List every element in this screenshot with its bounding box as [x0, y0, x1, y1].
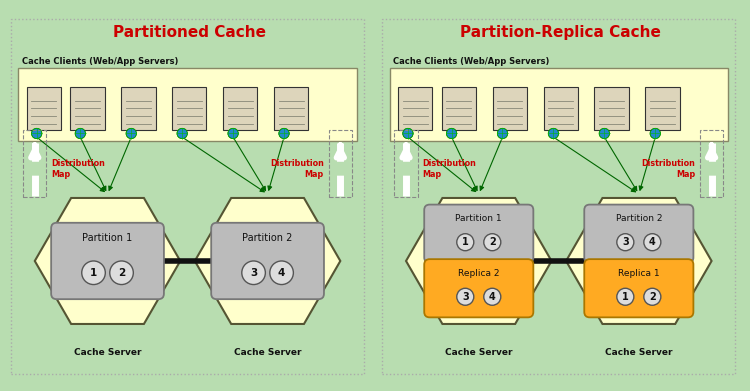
- Circle shape: [599, 128, 610, 139]
- Text: 4: 4: [278, 268, 285, 278]
- Circle shape: [279, 128, 290, 139]
- Circle shape: [446, 128, 457, 139]
- Circle shape: [548, 128, 559, 139]
- Text: Replica 2: Replica 2: [458, 269, 500, 278]
- FancyBboxPatch shape: [595, 88, 628, 130]
- FancyBboxPatch shape: [584, 204, 694, 263]
- FancyBboxPatch shape: [70, 88, 104, 130]
- FancyBboxPatch shape: [398, 88, 432, 130]
- FancyBboxPatch shape: [274, 88, 308, 130]
- Circle shape: [228, 128, 238, 139]
- Text: Partitioned Cache: Partitioned Cache: [112, 25, 266, 39]
- FancyBboxPatch shape: [11, 19, 364, 374]
- Text: 4: 4: [649, 237, 656, 247]
- FancyBboxPatch shape: [646, 88, 680, 130]
- Circle shape: [126, 128, 136, 139]
- Text: 3: 3: [622, 237, 628, 247]
- Circle shape: [75, 128, 86, 139]
- Circle shape: [403, 128, 413, 139]
- Circle shape: [82, 261, 105, 285]
- Text: 3: 3: [462, 292, 469, 302]
- Circle shape: [32, 128, 42, 139]
- Circle shape: [484, 234, 501, 251]
- Text: Distribution
Map: Distribution Map: [422, 160, 476, 179]
- FancyBboxPatch shape: [122, 88, 155, 130]
- Circle shape: [650, 128, 661, 139]
- Text: Partition 1: Partition 1: [82, 233, 133, 242]
- Polygon shape: [406, 198, 551, 324]
- FancyBboxPatch shape: [424, 259, 533, 317]
- Circle shape: [242, 261, 266, 285]
- Text: Distribution
Map: Distribution Map: [51, 160, 105, 179]
- Text: Partition 2: Partition 2: [242, 233, 292, 242]
- Circle shape: [644, 288, 661, 305]
- Text: Cache Clients (Web/App Servers): Cache Clients (Web/App Servers): [393, 57, 550, 66]
- Text: Cache Server: Cache Server: [74, 348, 141, 357]
- FancyBboxPatch shape: [493, 88, 526, 130]
- Circle shape: [484, 288, 501, 305]
- Text: Partition 1: Partition 1: [455, 214, 502, 223]
- FancyBboxPatch shape: [19, 68, 357, 141]
- FancyBboxPatch shape: [544, 88, 578, 130]
- Polygon shape: [566, 198, 712, 324]
- Circle shape: [457, 288, 474, 305]
- FancyBboxPatch shape: [424, 204, 533, 263]
- Text: Cache Server: Cache Server: [445, 348, 512, 357]
- FancyBboxPatch shape: [382, 19, 735, 374]
- FancyBboxPatch shape: [211, 223, 324, 299]
- FancyBboxPatch shape: [51, 223, 164, 299]
- Text: 2: 2: [118, 268, 125, 278]
- FancyBboxPatch shape: [442, 88, 476, 130]
- Circle shape: [644, 234, 661, 251]
- Text: Partition 2: Partition 2: [616, 214, 662, 223]
- FancyBboxPatch shape: [390, 68, 728, 141]
- FancyBboxPatch shape: [584, 259, 694, 317]
- Text: Cache Clients (Web/App Servers): Cache Clients (Web/App Servers): [22, 57, 178, 66]
- Circle shape: [110, 261, 134, 285]
- Text: Cache Server: Cache Server: [234, 348, 302, 357]
- Text: 1: 1: [90, 268, 98, 278]
- Text: Cache Server: Cache Server: [605, 348, 673, 357]
- Text: Distribution
Map: Distribution Map: [641, 160, 695, 179]
- Text: Distribution
Map: Distribution Map: [270, 160, 324, 179]
- Polygon shape: [195, 198, 340, 324]
- Text: 1: 1: [622, 292, 628, 302]
- Text: Replica 1: Replica 1: [618, 269, 660, 278]
- Text: 2: 2: [489, 237, 496, 247]
- FancyBboxPatch shape: [172, 88, 206, 130]
- Circle shape: [457, 234, 474, 251]
- FancyBboxPatch shape: [27, 88, 61, 130]
- Text: 4: 4: [489, 292, 496, 302]
- Circle shape: [270, 261, 293, 285]
- Circle shape: [497, 128, 508, 139]
- Circle shape: [177, 128, 188, 139]
- Polygon shape: [34, 198, 180, 324]
- Circle shape: [616, 288, 634, 305]
- Text: 2: 2: [649, 292, 656, 302]
- Circle shape: [616, 234, 634, 251]
- Text: Partition-Replica Cache: Partition-Replica Cache: [460, 25, 661, 39]
- Text: 3: 3: [250, 268, 257, 278]
- Text: 1: 1: [462, 237, 469, 247]
- FancyBboxPatch shape: [224, 88, 257, 130]
